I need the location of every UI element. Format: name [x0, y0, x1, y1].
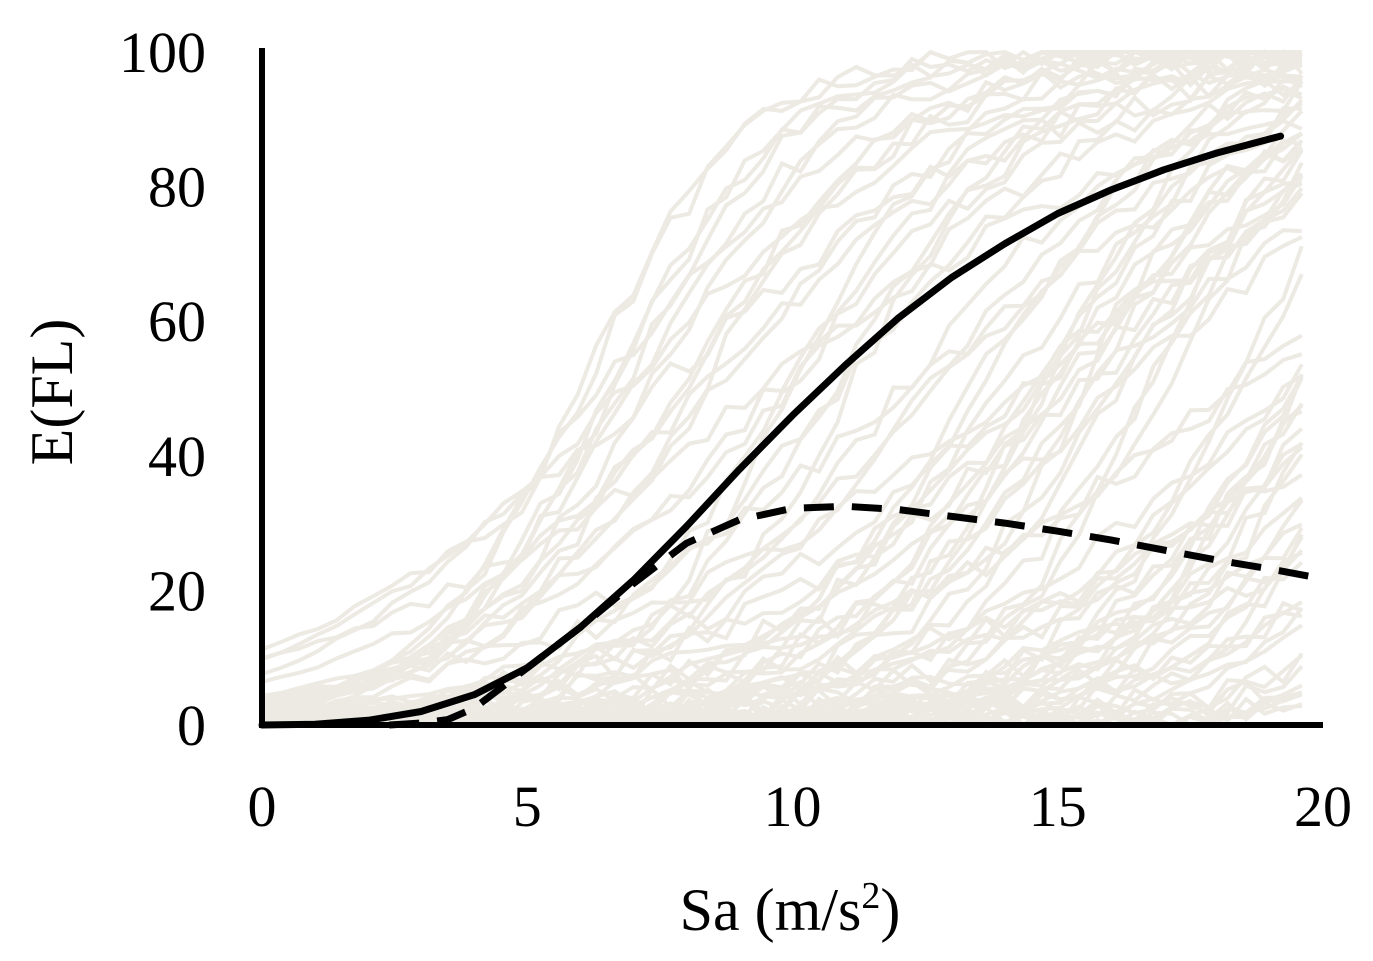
- background-curve: [261, 192, 1304, 701]
- y-tick-label: 20: [148, 558, 206, 623]
- y-tick-label: 40: [148, 424, 206, 489]
- background-curve: [261, 138, 1303, 699]
- x-axis-title-main: Sa (m/s: [680, 877, 862, 943]
- background-curve: [261, 49, 1302, 718]
- x-tick-label: 15: [1029, 774, 1087, 839]
- x-tick-label: 0: [248, 774, 277, 839]
- tick-labels: 0 20 40 60 80 100 0 5 10 15 20: [119, 20, 1352, 839]
- x-axis-title: Sa (m/s2): [680, 875, 901, 943]
- x-axis-title-superscript: 2: [861, 875, 880, 917]
- background-curve: [261, 70, 1303, 706]
- solid-series-line: [258, 132, 1285, 729]
- dashed-series-line: [389, 502, 1314, 729]
- background-curve: [261, 67, 1302, 716]
- background-curve: [261, 186, 1304, 717]
- background-simulation-curves: [261, 49, 1304, 728]
- background-curve: [261, 49, 1303, 676]
- y-tick-label: 60: [148, 289, 206, 354]
- background-curve: [261, 69, 1303, 684]
- axes: [259, 48, 1323, 728]
- y-tick-label: 80: [148, 155, 206, 220]
- y-axis-title: E(FL): [19, 319, 85, 466]
- background-curve: [261, 181, 1303, 728]
- x-tick-label: 20: [1294, 774, 1352, 839]
- series-layer: [258, 132, 1314, 729]
- background-curve: [261, 58, 1303, 662]
- x-tick-label: 5: [513, 774, 542, 839]
- x-tick-label: 10: [764, 774, 822, 839]
- background-curve: [261, 118, 1303, 717]
- background-curve: [261, 49, 1303, 728]
- y-tick-label: 0: [177, 693, 206, 758]
- x-axis-title-close: ): [880, 877, 900, 943]
- background-curve: [261, 59, 1303, 652]
- y-tick-label: 100: [119, 20, 206, 85]
- background-curve: [261, 77, 1303, 698]
- background-curve: [261, 49, 1303, 710]
- background-curve: [261, 49, 1304, 705]
